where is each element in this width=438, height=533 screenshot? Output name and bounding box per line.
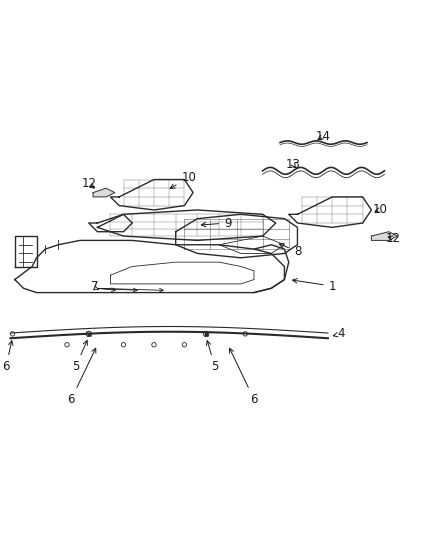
Text: 7: 7 xyxy=(92,280,99,293)
Text: 6: 6 xyxy=(230,348,258,406)
Text: 12: 12 xyxy=(385,232,401,245)
Text: 9: 9 xyxy=(201,216,232,230)
Text: 12: 12 xyxy=(81,177,96,190)
Text: 4: 4 xyxy=(333,327,345,341)
Polygon shape xyxy=(371,232,397,240)
Text: 10: 10 xyxy=(373,204,388,216)
Text: 1: 1 xyxy=(293,279,336,293)
Text: 5: 5 xyxy=(72,341,88,373)
Polygon shape xyxy=(93,188,115,197)
Text: 6: 6 xyxy=(67,348,96,406)
Text: 13: 13 xyxy=(286,158,300,171)
Text: 5: 5 xyxy=(206,341,219,373)
Text: 10: 10 xyxy=(170,171,196,188)
Text: 6: 6 xyxy=(2,341,13,373)
Text: 14: 14 xyxy=(316,130,331,142)
Text: 8: 8 xyxy=(279,244,301,258)
